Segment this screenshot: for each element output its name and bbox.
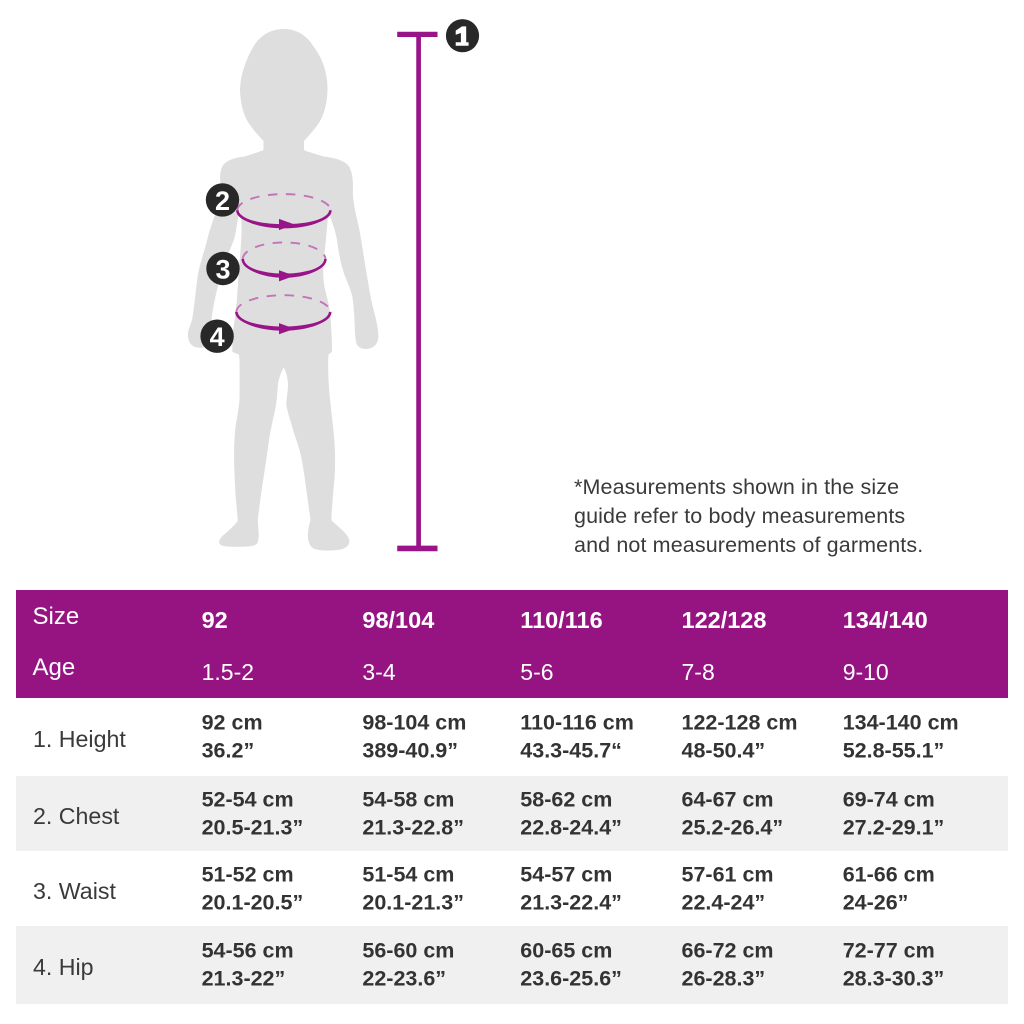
svg-text:3: 3	[215, 254, 230, 284]
svg-text:4: 4	[210, 322, 225, 352]
svg-text:2: 2	[215, 186, 230, 216]
